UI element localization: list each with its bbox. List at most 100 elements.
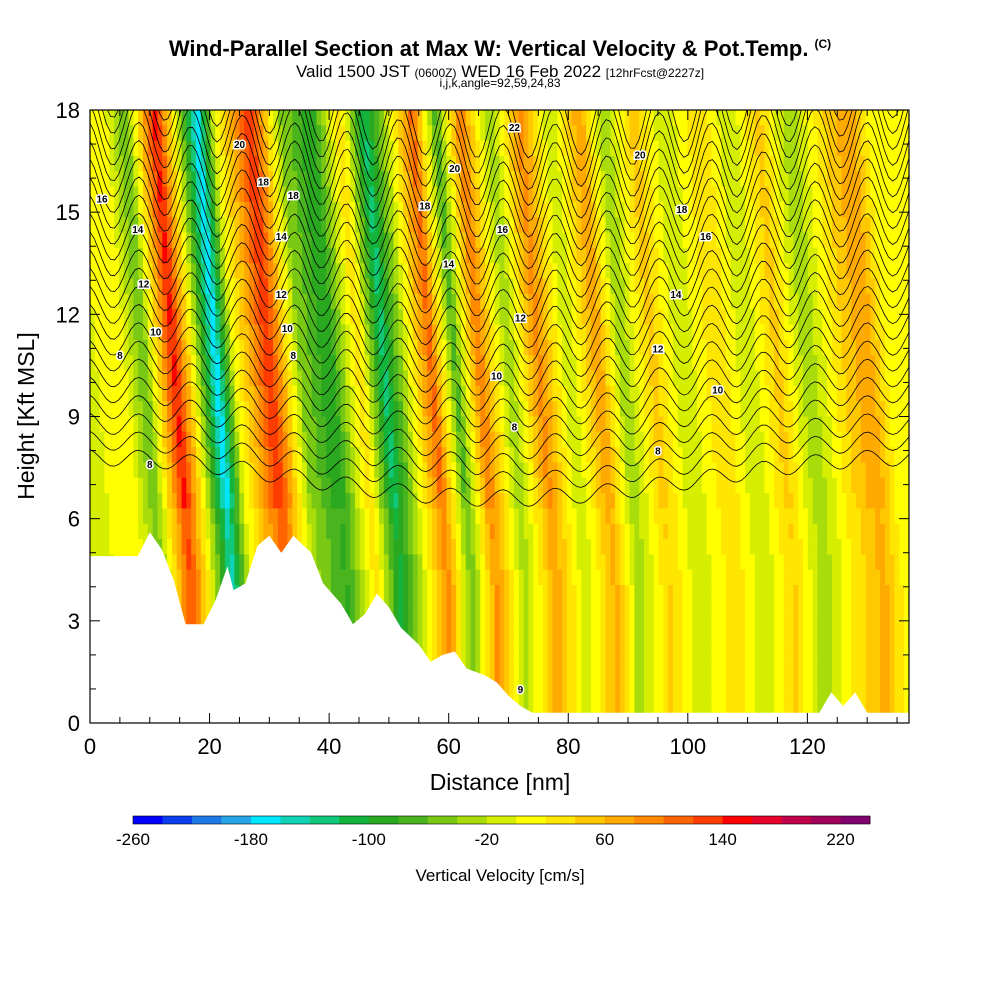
velocity-cell [195,477,202,494]
velocity-cell [398,232,404,249]
velocity-cell [634,140,640,157]
velocity-cell [109,355,115,372]
velocity-cell [220,355,226,372]
velocity-cell [836,370,843,387]
velocity-cell [485,447,491,464]
velocity-cell [701,309,708,326]
velocity-cell [104,201,110,218]
velocity-cell [253,431,260,448]
velocity-cell [595,309,602,326]
velocity-cell [316,247,322,264]
velocity-cell [152,493,159,510]
velocity-cell [311,493,318,510]
velocity-cell [783,416,790,433]
velocity-cell [533,539,539,556]
velocity-cell [499,355,505,372]
velocity-cell [629,140,635,157]
velocity-cell [725,201,732,218]
velocity-cell [687,355,693,372]
velocity-cell [321,324,327,341]
velocity-cell [803,508,809,525]
velocity-cell [301,324,308,341]
velocity-cell [369,539,375,556]
velocity-cell [547,462,554,479]
velocity-cell [586,125,592,142]
velocity-cell [340,355,346,372]
velocity-cell [316,431,322,448]
velocity-cell [446,324,452,341]
velocity-cell [836,232,843,249]
velocity-cell [841,493,847,510]
velocity-cell [682,110,688,126]
velocity-cell [856,539,862,556]
velocity-cell [403,217,409,234]
velocity-cell [470,125,477,142]
velocity-cell [94,477,101,494]
velocity-cell [648,370,655,387]
velocity-cell [268,370,274,387]
velocity-cell [359,324,366,341]
velocity-cell [446,370,452,387]
velocity-cell [904,232,909,249]
velocity-cell [234,539,240,556]
velocity-cell [374,355,380,372]
velocity-cell [330,232,337,249]
velocity-cell [494,293,501,310]
velocity-cell [263,385,269,402]
velocity-cell [118,293,125,310]
velocity-cell [571,125,578,142]
velocity-cell [340,140,346,157]
velocity-cell [301,477,308,494]
velocity-cell [542,140,549,157]
velocity-cell [138,125,144,142]
velocity-cell [403,477,409,494]
velocity-cell [104,293,110,310]
velocity-cell [552,339,558,356]
velocity-cell [523,232,530,249]
velocity-cell [605,247,611,264]
velocity-cell [788,508,794,525]
velocity-cell [827,416,833,433]
velocity-cell [586,110,592,126]
velocity-cell [152,385,159,402]
velocity-cell [239,155,245,172]
velocity-cell [436,339,443,356]
velocity-cell [306,401,313,418]
velocity-cell [793,293,799,310]
velocity-cell [316,554,322,571]
velocity-cell [528,217,534,234]
velocity-cell [817,186,823,203]
velocity-cell [504,186,510,203]
velocity-cell [234,155,240,172]
velocity-cell [133,278,139,295]
velocity-cell [523,278,530,295]
velocity-cell [114,247,120,264]
velocity-cell [460,339,467,356]
velocity-cell [200,278,207,295]
velocity-cell [340,155,346,172]
velocity-cell [644,110,650,126]
velocity-cell [865,140,872,157]
velocity-cell [672,339,679,356]
velocity-cell [359,416,366,433]
velocity-cell [94,416,101,433]
velocity-cell [615,385,621,402]
velocity-cell [210,370,216,387]
velocity-cell [576,370,582,387]
velocity-cell [485,416,491,433]
velocity-cell [485,201,491,218]
velocity-cell [354,523,361,540]
velocity-cell [244,125,250,142]
velocity-cell [586,155,592,172]
velocity-cell [114,155,120,172]
velocity-cell [658,278,664,295]
velocity-cell [904,370,909,387]
velocity-cell [812,324,819,341]
velocity-cell [533,508,539,525]
velocity-cell [653,508,660,525]
velocity-cell [619,324,626,341]
velocity-cell [624,462,631,479]
velocity-cell [783,523,790,540]
velocity-cell [229,140,236,157]
velocity-cell [465,339,472,356]
